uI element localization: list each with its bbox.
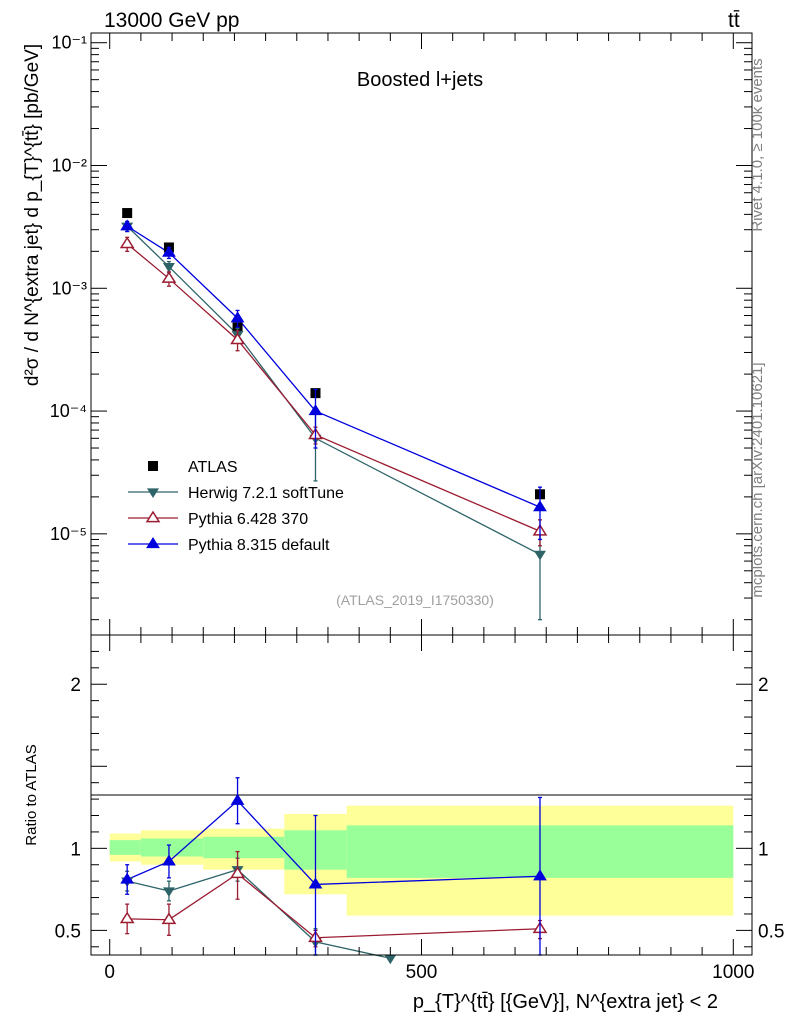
rivet-label: Rivet 4.1.0, ≥ 100k events bbox=[749, 58, 766, 231]
main-pythia-8-315-default-point bbox=[308, 404, 323, 416]
mcplots-label: mcplots.cern.ch [arXiv:2401.10621] bbox=[749, 362, 766, 597]
ratio-y-tick-label: 2 bbox=[758, 675, 769, 696]
ratio-y-tick-label: 1 bbox=[70, 839, 81, 860]
x-axis-label: p_{T}^{tt̄} [{GeV}], N^{extra jet} < 2 bbox=[413, 991, 718, 1013]
ratio-pythia-8-315-default-point bbox=[162, 854, 176, 866]
legend-label: ATLAS bbox=[188, 459, 238, 476]
legend-marker bbox=[146, 537, 160, 549]
ratio-y-tick-label: 0.5 bbox=[55, 921, 81, 942]
main-pythia-6-428-370-point bbox=[161, 271, 177, 283]
legend-marker bbox=[147, 488, 159, 498]
legend-marker bbox=[145, 510, 161, 523]
ratio-herwig-7-2-1-softtune-point bbox=[384, 954, 397, 965]
legend-label: Pythia 8.315 default bbox=[188, 537, 330, 554]
ratio-panel: 0.5 0.5 1 1 2 2 0 500 1000 Ratio to ATLAS p_{T}^… bbox=[23, 634, 784, 1013]
ratio-herwig-7-2-1-softtune-point bbox=[162, 887, 175, 897]
band-green bbox=[140, 838, 204, 857]
main-pythia-6-428-370-point bbox=[230, 332, 245, 345]
y-tick-label: 10⁻² bbox=[51, 156, 87, 176]
main-ylabel: d²σ / d N^{extra jet} d p_{T}^{tt̄} [pb/… bbox=[22, 44, 43, 386]
ratio-pythia-8-315-default-point bbox=[230, 793, 245, 805]
main-herwig-7-2-1-softtune-point bbox=[533, 550, 546, 561]
ratio-ylabel: Ratio to ATLAS bbox=[23, 744, 40, 845]
y-tick-label: 10⁻¹ bbox=[51, 33, 87, 53]
main-pythia-8-315-default-point bbox=[162, 245, 176, 257]
band-green bbox=[203, 836, 285, 859]
legend-marker bbox=[148, 461, 158, 471]
x-tick-label: 1000 bbox=[712, 962, 754, 983]
main-pythia-8-315-default-point bbox=[230, 311, 245, 323]
legend-label: Herwig 7.2.1 softTune bbox=[188, 485, 344, 502]
ratio-pythia-8-315-default-point bbox=[533, 869, 547, 881]
ratio-pythia-8-315-default-point bbox=[120, 872, 135, 884]
legend: ATLAS Herwig 7.2.1 softTune Pythia 6.428 3… bbox=[128, 459, 344, 554]
x-tick-label: 500 bbox=[406, 962, 438, 983]
main-panel: 10⁻¹ 10⁻² 10⁻³ 10⁻⁴ 10⁻⁵ Boosted l+jets (ATL… bbox=[22, 32, 753, 636]
band-green bbox=[109, 840, 141, 855]
ratio-y-tick-label: 1 bbox=[758, 839, 769, 860]
beam-label: 13000 GeV pp bbox=[104, 9, 239, 32]
main-pythia-8-315-default-point bbox=[120, 219, 135, 231]
ratio-y-tick-label: 2 bbox=[70, 675, 81, 696]
y-tick-label: 10⁻⁴ bbox=[50, 401, 87, 421]
main-pythia-6-428-370-point bbox=[119, 236, 135, 249]
ratio-pythia-6-428-370-point bbox=[161, 912, 177, 925]
y-tick-label: 10⁻³ bbox=[51, 278, 87, 298]
ratio-pythia-6-428-370-point bbox=[230, 866, 245, 879]
ratio-pythia-6-428-370-point bbox=[119, 911, 135, 924]
ratio-pythia-8-315-default-point bbox=[308, 877, 323, 889]
y-tick-label: 10⁻⁵ bbox=[50, 524, 87, 544]
main-atlas-point bbox=[122, 208, 133, 219]
main-title: Boosted l+jets bbox=[357, 69, 483, 91]
main-pythia-8-315-default-point bbox=[533, 500, 547, 512]
x-tick-label: 0 bbox=[104, 962, 115, 983]
main-herwig-7-2-1-softtune-point bbox=[162, 263, 175, 273]
ratio-y-tick-label: 0.5 bbox=[758, 921, 784, 942]
analysis-label: (ATLAS_2019_I1750330) bbox=[336, 592, 494, 608]
legend-label: Pythia 6.428 370 bbox=[188, 511, 308, 528]
process-label: tt̄ bbox=[728, 9, 740, 32]
